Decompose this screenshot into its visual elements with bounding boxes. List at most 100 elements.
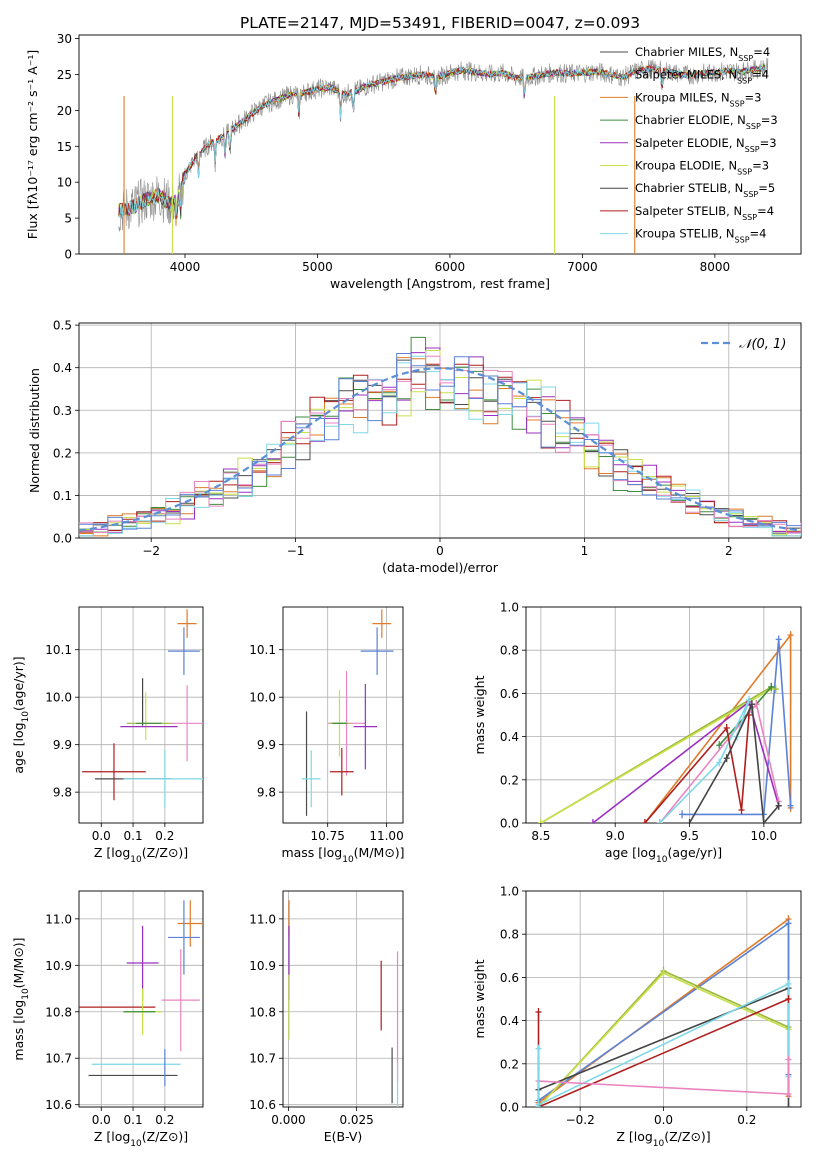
y-tick-label: 10.8 <box>45 1005 72 1019</box>
legend-label: Kroupa STELIB, NSSP=4 <box>635 227 766 245</box>
y-tick-label: 10.9 <box>249 959 276 973</box>
weight-series <box>537 998 789 1107</box>
weight-series <box>644 714 750 823</box>
errorbars <box>288 900 399 1107</box>
x-tick-label: 10.0 <box>750 829 777 843</box>
axis-label: Flux [fλ10⁻¹⁷ erg cm⁻² s⁻¹ A⁻¹] <box>25 50 40 239</box>
y-tick-label: 0.4 <box>500 1014 519 1028</box>
y-tick-label: 0.8 <box>500 928 519 942</box>
axis-label: Z [log10(Z/Z⊙)] <box>94 845 188 865</box>
x-tick-label: 0.0 <box>654 1113 673 1127</box>
y-tick-label: 10.9 <box>45 959 72 973</box>
y-tick-label: 9.8 <box>53 786 72 800</box>
axis-label: age [log10(age/yr)] <box>605 845 722 865</box>
spectrum-series <box>118 65 766 218</box>
errorbars <box>301 609 394 816</box>
legend-label: Chabrier STELIB, NSSP=5 <box>635 181 775 199</box>
y-tick-label: 0.0 <box>500 1101 519 1115</box>
x-tick-label: −0.2 <box>566 1113 595 1127</box>
x-tick-label: 5000 <box>302 260 333 274</box>
y-tick-label: 10.6 <box>45 1098 72 1112</box>
axes-frame <box>78 322 802 539</box>
y-tick-label: 0.3 <box>53 404 72 418</box>
x-tick-label: 4000 <box>170 260 201 274</box>
y-tick-label: 11.0 <box>45 912 72 926</box>
axis-label: Z [log10(Z/Z⊙)] <box>616 1129 710 1149</box>
y-tick-label: 0.4 <box>53 361 72 375</box>
weight-lines <box>537 631 794 823</box>
y-tick-label: 0 <box>64 248 72 262</box>
x-tick-label: 1 <box>581 544 589 558</box>
y-tick-label: 1.0 <box>500 885 519 899</box>
axis-label: mass [log10(M/M⊙)] <box>11 937 31 1060</box>
spectrum-legend: Chabrier MILES, NSSP=4 Salpeter MILES, NS… <box>600 45 778 244</box>
axis-label: Z [log10(Z/Z⊙)] <box>94 1129 188 1149</box>
axes-frame <box>78 34 802 255</box>
y-tick-label: 0.5 <box>53 319 72 333</box>
x-tick-label: 10.75 <box>311 829 345 843</box>
axis-label: mass weight <box>472 675 487 754</box>
x-tick-label: 0.2 <box>737 1113 756 1127</box>
spectrum-lines <box>118 57 769 254</box>
panel-age-vs-mass: 10.75 11.00 9.8 9.9 10.0 10.1 mass [log10(M/M⊙… <box>249 606 405 865</box>
y-tick-label: 9.9 <box>53 738 72 752</box>
panel-weight-vs-Z: −0.2 0.0 0.2 0.0 0.2 0.4 0.6 0.8 1.0 Z [log10(Z/Z… <box>472 885 802 1149</box>
y-tick-label: 0.8 <box>500 644 519 658</box>
y-tick-label: 5 <box>64 212 72 226</box>
panel-age-vs-Z: 0.0 0.1 0.2 9.8 9.9 10.0 10.1 Z [log10(Z/Z⊙)] ag… <box>11 606 204 865</box>
panel-mass-vs-Z: 0.0 0.1 0.2 10.6 10.7 10.8 10.9 11.0 Z [log10(Z/… <box>11 890 204 1149</box>
x-tick-label: 0.000 <box>271 1113 305 1127</box>
x-tick-label: 0 <box>436 544 444 558</box>
y-tick-label: 25 <box>57 68 72 82</box>
axes-frame <box>282 890 404 1108</box>
x-tick-label: −2 <box>142 544 160 558</box>
y-tick-label: 0.2 <box>500 1057 519 1071</box>
y-tick-label: 10.6 <box>249 1098 276 1112</box>
panel-residuals: −2 −1 0 1 2 0.0 0.1 0.2 0.3 0.4 0.5 (data-model)/er… <box>27 319 802 575</box>
x-tick-label: 8.5 <box>531 829 550 843</box>
y-tick-label: 0.0 <box>500 817 519 831</box>
axis-label: (data-model)/error <box>382 560 499 575</box>
x-tick-label: 6000 <box>435 260 466 274</box>
y-tick-label: 10.1 <box>249 643 276 657</box>
y-tick-label: 10.7 <box>45 1052 72 1066</box>
axis-label: age [log10(age/yr)] <box>11 656 31 773</box>
x-tick-label: 0.1 <box>124 829 143 843</box>
axis-label: Normed distribution <box>27 368 42 493</box>
axis-label: E(B-V) <box>324 1129 363 1144</box>
y-tick-label: 30 <box>57 32 72 46</box>
y-tick-label: 11.0 <box>249 912 276 926</box>
axes-frame <box>282 606 404 824</box>
axis-label: mass [log10(M/M⊙)] <box>281 845 404 865</box>
y-tick-label: 0.0 <box>53 532 72 546</box>
legend-label: 𝒩(0, 1) <box>739 337 786 352</box>
weight-series <box>540 688 772 823</box>
y-tick-label: 15 <box>57 140 72 154</box>
legend-label: Salpeter ELODIE, NSSP=3 <box>635 136 777 154</box>
y-tick-label: 0.4 <box>500 730 519 744</box>
axes-frame <box>525 606 802 824</box>
y-tick-label: 20 <box>57 104 72 118</box>
legend-label: Kroupa MILES, NSSP=3 <box>635 90 761 108</box>
y-tick-label: 10.8 <box>249 1005 276 1019</box>
histograms <box>79 336 801 537</box>
x-tick-label: 9.5 <box>680 829 699 843</box>
x-tick-label: 2 <box>725 544 733 558</box>
x-tick-label: 0.2 <box>155 829 174 843</box>
legend-label: Chabrier MILES, NSSP=4 <box>635 45 770 63</box>
weight-series <box>592 700 780 823</box>
axis-label: mass weight <box>472 959 487 1038</box>
legend-label: Kroupa ELODIE, NSSP=3 <box>635 159 769 177</box>
y-tick-label: 9.9 <box>257 738 276 752</box>
errorbars <box>79 900 203 1087</box>
y-tick-label: 10.1 <box>45 643 72 657</box>
weight-series <box>644 632 792 823</box>
x-tick-label: 0.0 <box>92 1113 111 1127</box>
y-tick-label: 9.8 <box>257 786 276 800</box>
y-tick-label: 0.6 <box>500 687 519 701</box>
axes-frame <box>525 890 802 1108</box>
x-tick-label: 11.00 <box>369 829 403 843</box>
y-tick-label: 0.2 <box>53 446 72 460</box>
legend-label: Chabrier ELODIE, NSSP=3 <box>635 113 778 131</box>
